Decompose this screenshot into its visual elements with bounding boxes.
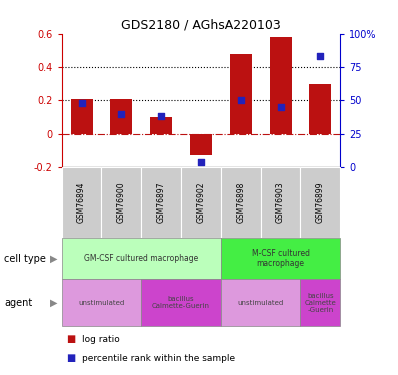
- Text: log ratio: log ratio: [82, 335, 119, 344]
- Text: ▶: ▶: [50, 298, 57, 308]
- Point: [277, 104, 284, 110]
- Text: cell type: cell type: [4, 254, 46, 264]
- Text: GSM76897: GSM76897: [157, 182, 166, 223]
- Text: GSM76899: GSM76899: [316, 182, 325, 223]
- Text: GSM76900: GSM76900: [117, 182, 126, 224]
- Bar: [111, 99, 132, 134]
- Text: GSM76898: GSM76898: [236, 182, 245, 223]
- Text: GSM76903: GSM76903: [276, 182, 285, 224]
- Text: unstimulated: unstimulated: [238, 300, 284, 306]
- Point: [78, 100, 85, 106]
- Bar: [150, 117, 172, 134]
- Text: GSM76894: GSM76894: [77, 182, 86, 223]
- Text: ▶: ▶: [50, 254, 57, 264]
- Title: GDS2180 / AGhsA220103: GDS2180 / AGhsA220103: [121, 18, 281, 31]
- Point: [317, 53, 324, 59]
- Point: [158, 113, 164, 119]
- Bar: [310, 84, 332, 134]
- Point: [238, 98, 244, 104]
- Text: GSM76902: GSM76902: [197, 182, 205, 223]
- Text: GM-CSF cultured macrophage: GM-CSF cultured macrophage: [84, 254, 199, 263]
- Text: ■: ■: [66, 334, 75, 344]
- Point: [198, 159, 204, 165]
- Text: percentile rank within the sample: percentile rank within the sample: [82, 354, 235, 363]
- Text: ■: ■: [66, 353, 75, 363]
- Text: bacillus
Calmette-Guerin: bacillus Calmette-Guerin: [152, 296, 210, 309]
- Text: bacillus
Calmette
-Guerin: bacillus Calmette -Guerin: [304, 293, 336, 313]
- Bar: [71, 99, 92, 134]
- Bar: [190, 134, 212, 155]
- Bar: [230, 54, 252, 134]
- Text: agent: agent: [4, 298, 32, 308]
- Bar: [270, 37, 291, 134]
- Text: unstimulated: unstimulated: [78, 300, 125, 306]
- Point: [118, 111, 125, 117]
- Text: M-CSF cultured
macrophage: M-CSF cultured macrophage: [252, 249, 310, 268]
